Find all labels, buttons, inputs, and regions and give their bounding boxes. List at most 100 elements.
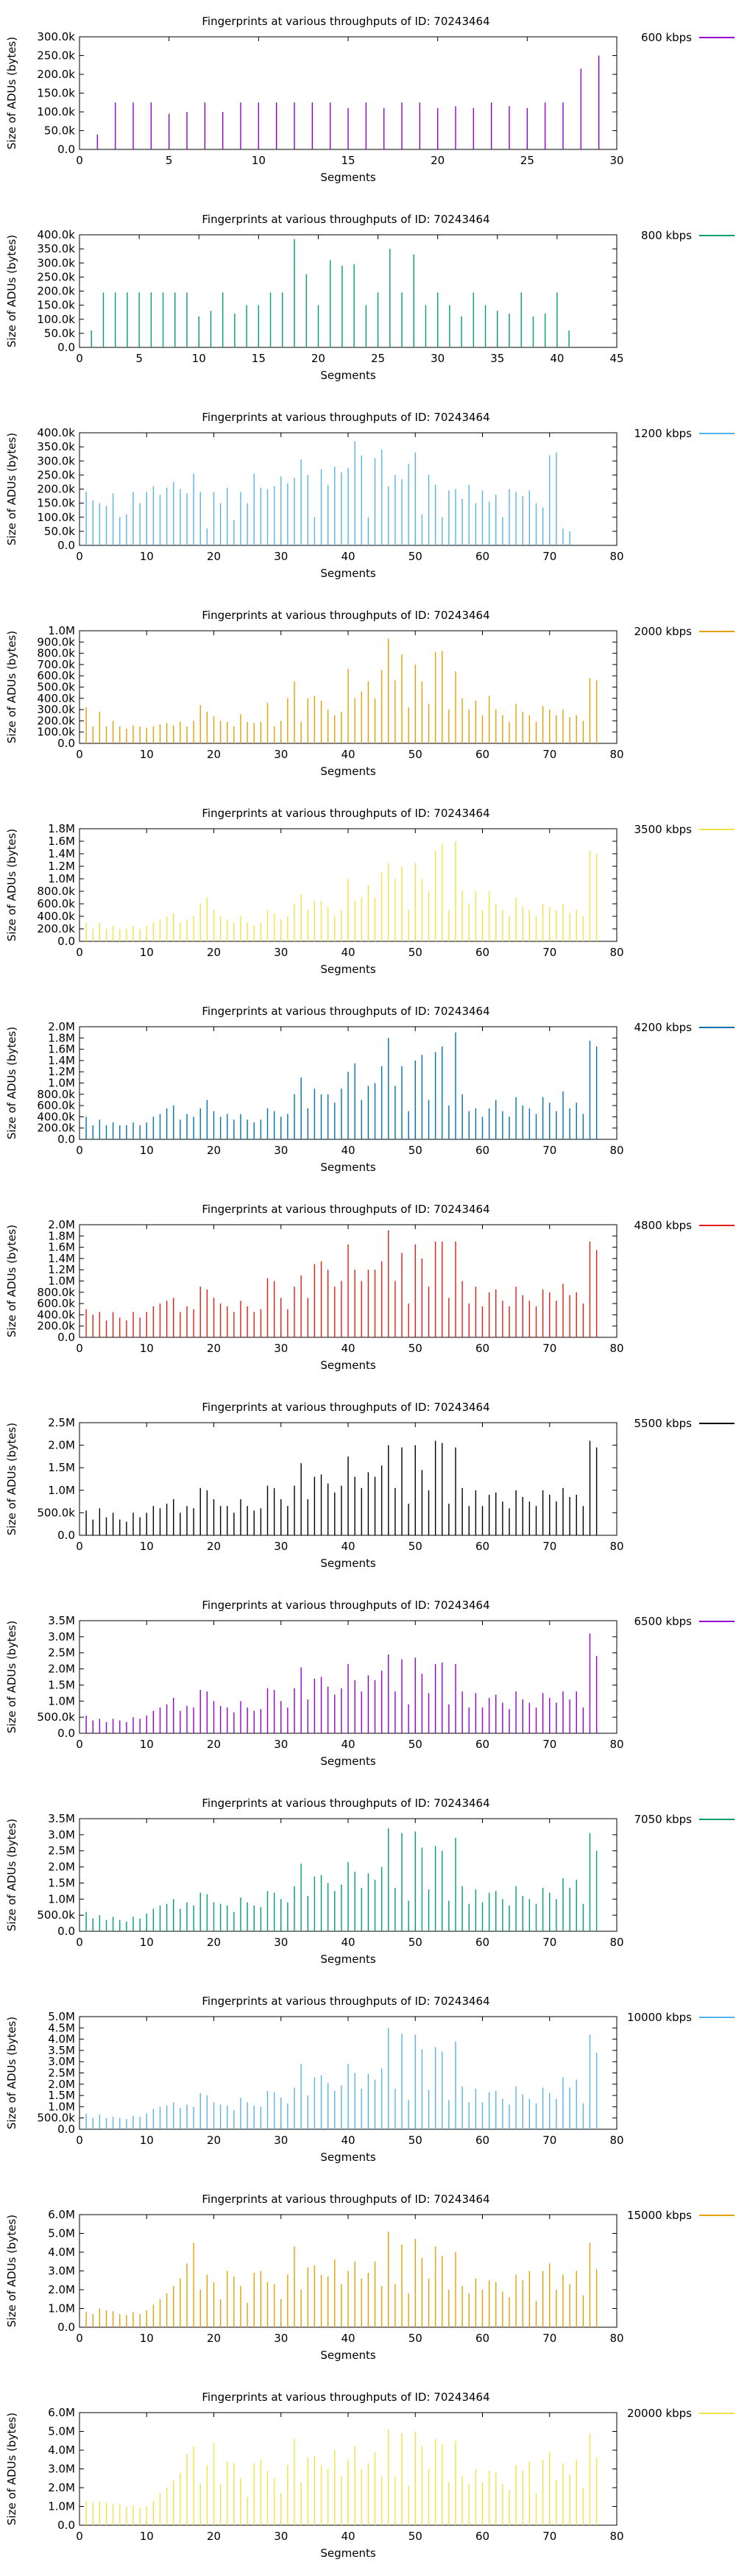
- y-tick-label: 1.0M: [48, 2500, 75, 2513]
- x-tick-label: 20: [207, 1738, 221, 1751]
- y-tick-label: 500.0k: [37, 1506, 75, 1519]
- chart-title: Fingerprints at various throughputs of I…: [202, 213, 489, 226]
- x-tick-label: 20: [207, 1540, 221, 1553]
- y-tick-label: 1.0M: [48, 2100, 75, 2113]
- y-tick-label: 1.6M: [48, 1043, 75, 1056]
- x-tick-label: 30: [274, 946, 288, 959]
- x-tick-label: 60: [475, 1936, 489, 1949]
- x-tick-label: 5: [166, 154, 173, 167]
- y-tick-label: 1.0M: [48, 1275, 75, 1288]
- x-tick-label: 0: [76, 748, 83, 761]
- chart-panel: Fingerprints at various throughputs of I…: [5, 609, 735, 778]
- y-tick-label: 0.0: [57, 2123, 75, 2136]
- chart-title: Fingerprints at various throughputs of I…: [202, 1797, 489, 1810]
- x-tick-label: 60: [475, 1738, 489, 1751]
- y-tick-label: 1.0M: [48, 2302, 75, 2315]
- y-tick-label: 800.0k: [37, 1088, 75, 1101]
- y-tick-label: 1.0M: [48, 624, 75, 637]
- y-tick-label: 100.0k: [37, 726, 75, 739]
- x-axis-label: Segments: [320, 963, 376, 976]
- x-tick-label: 30: [609, 154, 623, 167]
- y-tick-label: 100.0k: [37, 105, 75, 118]
- y-tick-label: 250.0k: [37, 468, 75, 481]
- x-tick-label: 70: [542, 1540, 556, 1553]
- x-tick-label: 30: [274, 1738, 288, 1751]
- y-axis-label: Size of ADUs (bytes): [5, 235, 18, 347]
- y-tick-label: 4.0M: [48, 2444, 75, 2457]
- chart-panel: Fingerprints at various throughputs of I…: [5, 1005, 735, 1174]
- y-tick-label: 50.0k: [44, 124, 75, 138]
- x-tick-label: 80: [609, 2134, 623, 2147]
- x-tick-label: 50: [408, 1144, 422, 1157]
- y-tick-label: 0.0: [57, 1529, 75, 1542]
- y-tick-label: 0.0: [57, 341, 75, 354]
- y-tick-label: 2.0M: [48, 2283, 75, 2296]
- y-tick-label: 2.0M: [48, 1663, 75, 1676]
- y-axis-label: Size of ADUs (bytes): [5, 433, 18, 545]
- x-tick-label: 40: [341, 2332, 355, 2345]
- x-tick-label: 80: [609, 2530, 623, 2543]
- x-tick-label: 0: [76, 352, 83, 365]
- chart-panel: Fingerprints at various throughputs of I…: [5, 1995, 735, 2164]
- x-tick-label: 25: [520, 154, 534, 167]
- x-tick-label: 10: [140, 1738, 154, 1751]
- y-tick-label: 400.0k: [37, 910, 75, 923]
- y-tick-label: 1.8M: [48, 822, 75, 835]
- y-tick-label: 150.0k: [37, 497, 75, 510]
- x-tick-label: 50: [408, 748, 422, 761]
- x-tick-label: 45: [609, 352, 623, 365]
- x-tick-label: 50: [408, 1936, 422, 1949]
- y-tick-label: 1.0M: [48, 872, 75, 885]
- x-tick-label: 5: [135, 352, 143, 365]
- chart-title: Fingerprints at various throughputs of I…: [202, 2391, 489, 2404]
- chart-panel: Fingerprints at various throughputs of I…: [5, 213, 735, 382]
- legend-label: 15000 kbps: [627, 2209, 692, 2222]
- y-tick-label: 200.0k: [37, 1320, 75, 1333]
- chart-title: Fingerprints at various throughputs of I…: [202, 1995, 489, 2008]
- y-tick-label: 0.0: [57, 1133, 75, 1146]
- x-tick-label: 15: [341, 154, 355, 167]
- x-tick-label: 20: [207, 946, 221, 959]
- chart-title: Fingerprints at various throughputs of I…: [202, 2193, 489, 2206]
- y-tick-label: 0.0: [57, 1727, 75, 1740]
- x-axis-label: Segments: [320, 2547, 376, 2560]
- x-tick-label: 30: [274, 1342, 288, 1355]
- x-tick-label: 40: [550, 352, 564, 365]
- y-tick-label: 50.0k: [44, 327, 75, 340]
- y-tick-label: 1.4M: [48, 1054, 75, 1067]
- x-tick-label: 70: [542, 2530, 556, 2543]
- x-tick-label: 0: [76, 2134, 83, 2147]
- y-tick-label: 1.4M: [48, 847, 75, 860]
- x-tick-label: 0: [76, 2530, 83, 2543]
- x-tick-label: 60: [475, 550, 489, 563]
- y-tick-label: 900.0k: [37, 635, 75, 648]
- y-tick-label: 1.0M: [48, 1892, 75, 1906]
- chart-panel: Fingerprints at various throughputs of I…: [5, 411, 735, 580]
- y-tick-label: 400.0k: [37, 426, 75, 439]
- y-tick-label: 1.5M: [48, 1461, 75, 1474]
- y-tick-label: 1.8M: [48, 1031, 75, 1044]
- x-tick-label: 0: [76, 154, 83, 167]
- x-tick-label: 50: [408, 946, 422, 959]
- y-tick-label: 300.0k: [37, 256, 75, 269]
- x-tick-label: 60: [475, 748, 489, 761]
- chart-title: Fingerprints at various throughputs of I…: [202, 15, 489, 28]
- y-tick-label: 2.0M: [48, 2078, 75, 2091]
- legend-label: 5500 kbps: [634, 1417, 693, 1430]
- y-axis-label: Size of ADUs (bytes): [5, 1621, 18, 1733]
- x-tick-label: 70: [542, 1936, 556, 1949]
- chart-panel: Fingerprints at various throughputs of I…: [5, 15, 735, 184]
- x-tick-label: 70: [542, 550, 556, 563]
- x-tick-label: 60: [475, 2332, 489, 2345]
- x-tick-label: 80: [609, 946, 623, 959]
- chart-title: Fingerprints at various throughputs of I…: [202, 1401, 489, 1414]
- legend-label: 4200 kbps: [634, 1021, 693, 1034]
- y-tick-label: 600.0k: [37, 897, 75, 910]
- x-tick-label: 70: [542, 2332, 556, 2345]
- y-tick-label: 600.0k: [37, 1297, 75, 1310]
- x-tick-label: 20: [207, 1144, 221, 1157]
- y-tick-label: 4.0M: [48, 2246, 75, 2259]
- x-tick-label: 0: [76, 2332, 83, 2345]
- x-tick-label: 60: [475, 1342, 489, 1355]
